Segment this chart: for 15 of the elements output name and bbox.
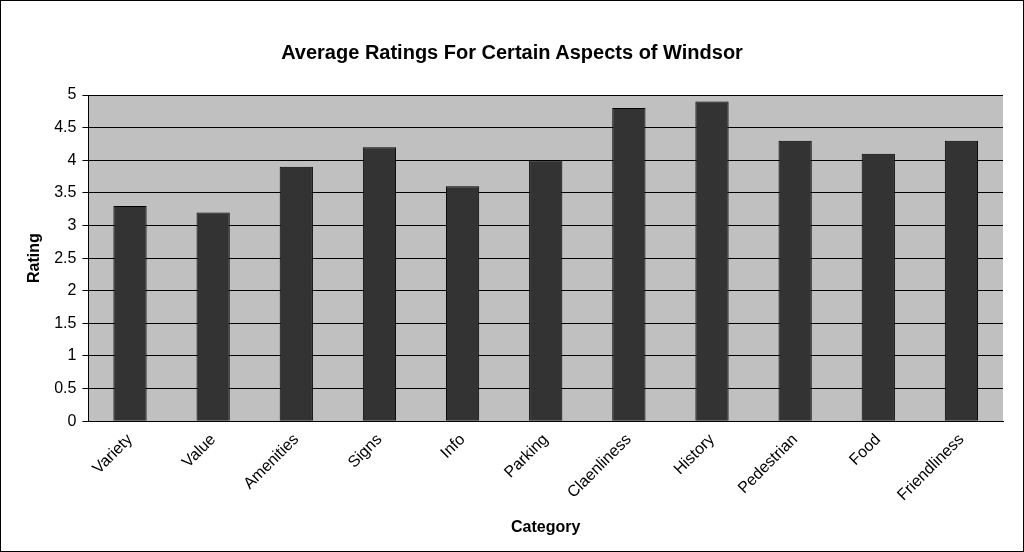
y-tick-label: 0.5 bbox=[54, 379, 77, 397]
y-tick-label: 4 bbox=[67, 150, 77, 168]
y-tick-label: 1 bbox=[67, 346, 77, 364]
y-tick-label: 3.5 bbox=[54, 183, 77, 201]
y-tick-label: 5 bbox=[67, 85, 77, 103]
y-tick-label: 4.5 bbox=[54, 118, 77, 136]
y-tick-label: 2.5 bbox=[54, 248, 77, 266]
y-tick-label: 0 bbox=[67, 411, 77, 429]
y-tick-label: 1.5 bbox=[54, 313, 77, 331]
x-axis-title: Category bbox=[511, 517, 581, 535]
y-axis-title: Rating bbox=[25, 233, 43, 284]
chart-title: Average Ratings For Certain Aspects of Windsor bbox=[281, 40, 744, 63]
x-tick-label: Info bbox=[436, 430, 468, 462]
y-tick-label: 3 bbox=[67, 215, 77, 233]
y-tick-label: 2 bbox=[67, 281, 77, 299]
